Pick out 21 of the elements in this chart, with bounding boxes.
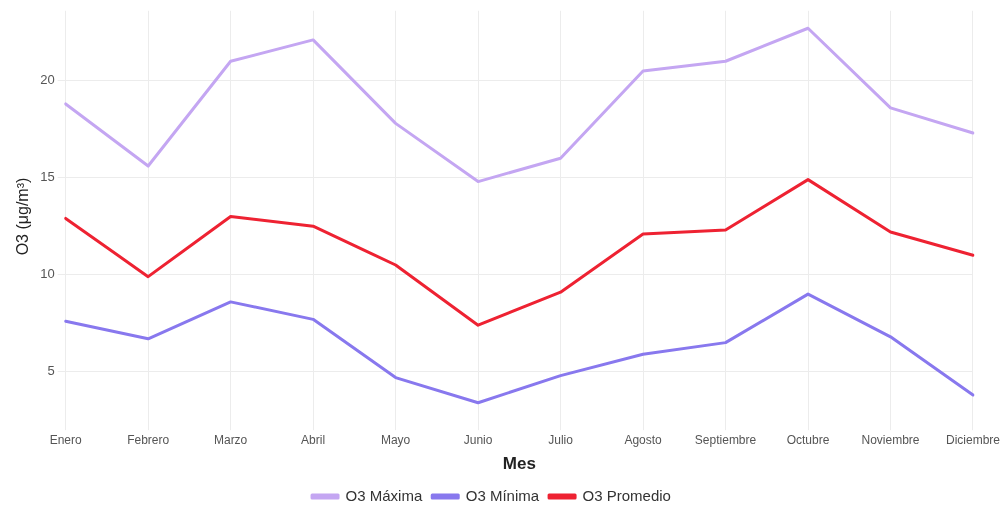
y-tick-label: 20	[40, 72, 55, 88]
x-tick-label: Marzo	[213, 432, 248, 447]
x-tick-label: Noviembre	[861, 432, 920, 447]
x-tick-label: Mayo	[380, 432, 411, 447]
y-tick-label: 15	[40, 169, 55, 185]
x-axis-title: Mes	[502, 454, 536, 474]
x-tick-label: Febrero	[127, 432, 170, 447]
x-tick-label: Julio	[548, 432, 574, 447]
x-tick-label: Abril	[301, 432, 326, 447]
legend-label: O3 Promedio	[582, 486, 671, 504]
y-tick-label: 10	[40, 266, 55, 282]
x-tick-label: Diciembre	[945, 432, 1001, 447]
y-axis-title: O3 (μg/m³)	[14, 177, 32, 256]
x-tick-label: Septiembre	[694, 432, 757, 447]
legend-label: O3 Máxima	[345, 486, 423, 504]
x-tick-label: Agosto	[624, 432, 663, 447]
y-tick-label: 5	[47, 363, 55, 379]
x-tick-label: Enero	[49, 432, 82, 447]
x-tick-label: Octubre	[786, 432, 830, 447]
legend-label: O3 Mínima	[465, 486, 540, 504]
x-tick-label: Junio	[463, 432, 493, 447]
